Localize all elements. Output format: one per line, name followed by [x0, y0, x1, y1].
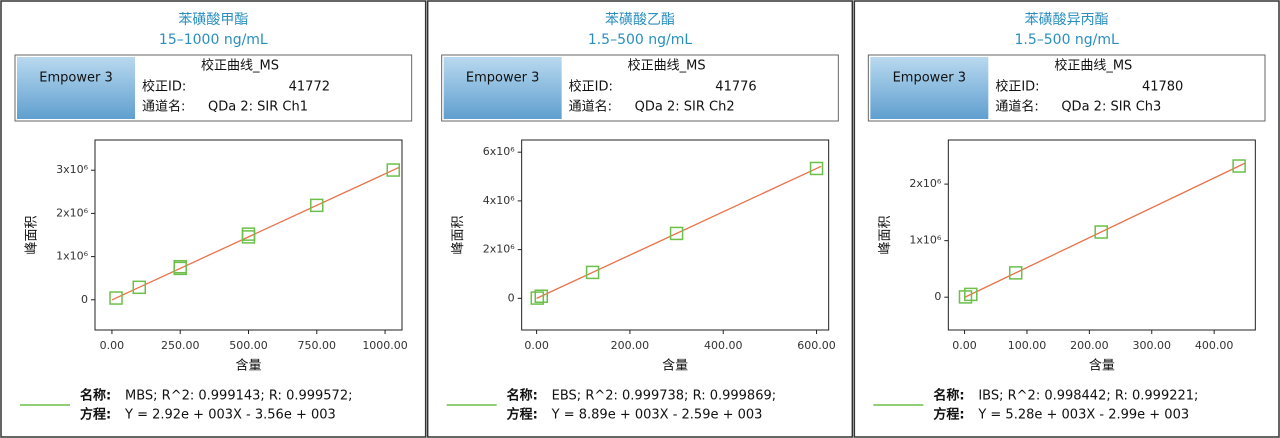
data-point — [1232, 159, 1246, 173]
y-tick-label: 3x10⁶ — [56, 163, 89, 176]
panel-title: 苯磺酸乙酯 — [605, 11, 675, 28]
fit-line — [536, 165, 822, 299]
y-axis-label: 峰面积 — [25, 215, 40, 254]
channel-label: 通道名: — [995, 99, 1038, 115]
report-title: 校正曲线_MS — [201, 58, 279, 74]
y-tick-label: 0 — [81, 293, 88, 306]
x-tick-label: 1000.00 — [362, 339, 408, 352]
fit-line — [964, 162, 1246, 298]
id-value: 41780 — [1142, 80, 1183, 95]
legend-eq: Y = 5.28e + 003X - 2.99e + 003 — [977, 408, 1189, 423]
data-point — [964, 287, 978, 302]
id-value: 41776 — [715, 80, 756, 95]
logo-box — [17, 57, 135, 119]
panel-subtitle: 1.5–500 ng/mL — [588, 32, 693, 48]
x-tick-label: 200.00 — [611, 339, 650, 352]
y-tick-label: 0 — [934, 290, 941, 303]
y-tick-label: 1x10⁶ — [56, 250, 89, 263]
data-point — [241, 227, 256, 241]
data-point — [534, 289, 549, 303]
x-axis-label: 含量 — [235, 358, 261, 374]
data-point — [809, 161, 824, 176]
panel-title: 苯磺酸异丙酯 — [1025, 11, 1109, 28]
data-point — [386, 163, 401, 177]
y-tick-label: 0 — [508, 291, 515, 304]
legend-name: IBS; R^2: 0.998442; R: 0.999221; — [978, 389, 1198, 404]
data-point — [173, 259, 187, 274]
data-point — [669, 226, 684, 241]
x-axis-label: 含量 — [1089, 358, 1115, 374]
legend-name-label: 名称: — [80, 388, 111, 404]
y-axis-label: 峰面积 — [451, 215, 466, 254]
x-tick-label: 600.00 — [797, 339, 836, 352]
fit-line — [111, 166, 399, 301]
x-tick-label: 200.00 — [1070, 339, 1109, 352]
data-point — [530, 291, 545, 305]
panel-subtitle: 15–1000 ng/mL — [159, 32, 268, 48]
legend-eq-label: 方程: — [80, 407, 111, 423]
legend-name-label: 名称: — [507, 388, 538, 404]
data-point — [585, 265, 600, 280]
data-point — [132, 280, 146, 295]
y-tick-label: 1x10⁶ — [909, 234, 942, 247]
logo-box — [870, 57, 989, 119]
id-label: 校正ID: — [569, 79, 613, 95]
legend-eq-label: 方程: — [933, 407, 964, 423]
logo: Empower 3 — [893, 71, 966, 86]
x-tick-label: 100.00 — [1008, 339, 1047, 352]
panel-border — [0, 0, 427, 438]
y-axis-label: 峰面积 — [878, 215, 893, 254]
legend-name: MBS; R^2: 0.999143; R: 0.999572; — [125, 389, 352, 404]
legend-name-label: 名称: — [933, 388, 964, 404]
plot-frame — [94, 139, 403, 331]
panel-subtitle: 1.5–500 ng/mL — [1014, 32, 1119, 48]
panel-border — [853, 0, 1280, 438]
panel-border — [426, 0, 854, 438]
x-tick-label: 0.00 — [952, 339, 977, 352]
y-tick-label: 2x10⁶ — [56, 206, 89, 219]
y-tick-label: 2x10⁶ — [483, 243, 516, 256]
x-axis-label: 含量 — [662, 358, 688, 374]
plot-frame — [521, 139, 830, 331]
logo: Empower 3 — [466, 71, 539, 86]
report-title: 校正曲线_MS — [1054, 58, 1132, 74]
logo: Empower 3 — [39, 71, 112, 86]
x-tick-label: 750.00 — [298, 339, 337, 352]
channel-value: QDa 2: SIR Ch3 — [1061, 100, 1161, 115]
id-label: 校正ID: — [142, 79, 186, 95]
channel-label: 通道名: — [569, 99, 612, 115]
legend-eq: Y = 8.89e + 003X - 2.59e + 003 — [551, 408, 763, 423]
id-value: 41772 — [289, 80, 330, 95]
x-tick-label: 300.00 — [1133, 339, 1172, 352]
data-point — [1008, 266, 1023, 280]
x-tick-label: 0.00 — [524, 339, 549, 352]
data-point — [1094, 225, 1108, 239]
y-tick-label: 6x10⁶ — [483, 145, 516, 158]
y-tick-label: 2x10⁶ — [909, 177, 942, 190]
channel-value: QDa 2: SIR Ch2 — [635, 100, 735, 115]
legend-name: EBS; R^2: 0.999738; R: 0.999869; — [552, 389, 776, 404]
x-tick-label: 0.00 — [100, 339, 125, 352]
data-point — [109, 291, 123, 305]
report-title: 校正曲线_MS — [628, 58, 706, 74]
logo-box — [443, 57, 562, 119]
id-label: 校正ID: — [995, 79, 1039, 95]
channel-label: 通道名: — [142, 99, 185, 115]
x-tick-label: 400.00 — [704, 339, 743, 352]
x-tick-label: 400.00 — [1195, 339, 1234, 352]
legend-eq-label: 方程: — [507, 407, 538, 423]
legend-eq: Y = 2.92e + 003X - 3.56e + 003 — [124, 408, 336, 423]
y-tick-label: 4x10⁶ — [483, 194, 516, 207]
x-tick-label: 500.00 — [229, 339, 268, 352]
data-point — [310, 198, 324, 213]
channel-value: QDa 2: SIR Ch1 — [208, 100, 308, 115]
x-tick-label: 250.00 — [161, 339, 200, 352]
plot-frame — [947, 139, 1256, 331]
panel-title: 苯磺酸甲酯 — [178, 11, 248, 28]
